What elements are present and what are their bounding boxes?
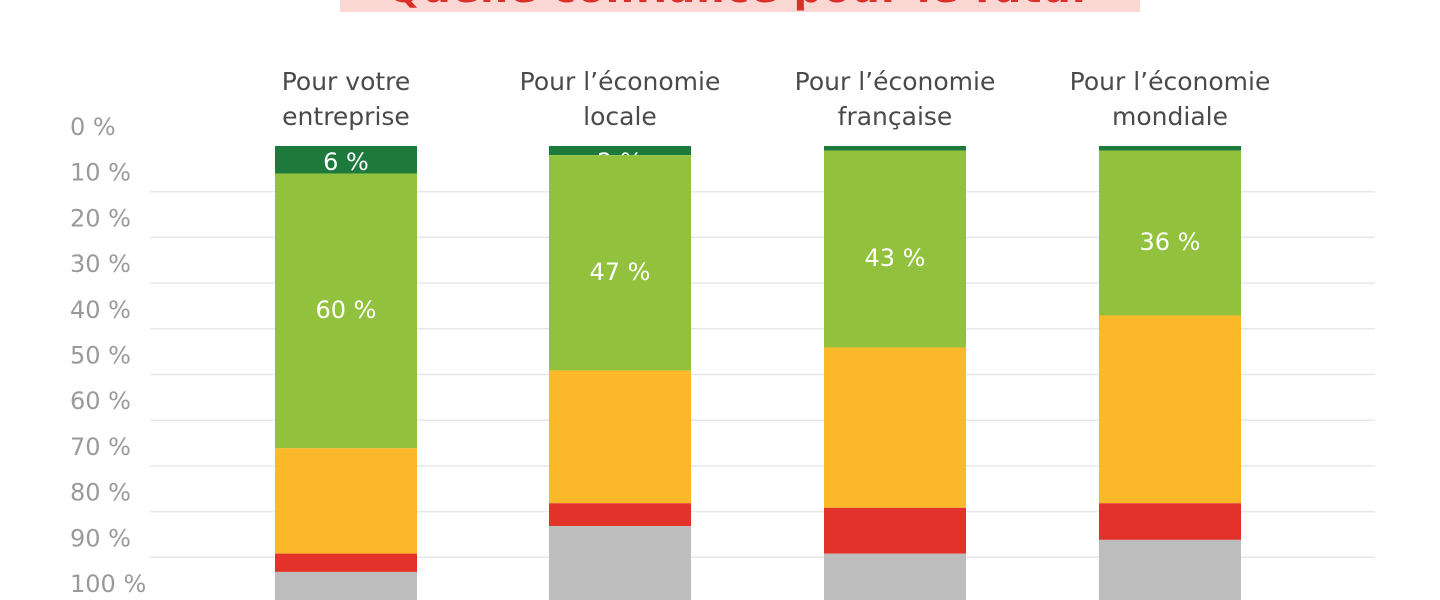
data-label: 6 % — [323, 148, 369, 176]
category-label: française — [838, 102, 953, 131]
bar-segment — [824, 507, 966, 554]
bar-segment — [1099, 503, 1241, 540]
title-banner: Quelle confiance pour le futur — [340, 0, 1140, 12]
bar-segment — [824, 146, 966, 151]
data-label: 60 % — [316, 296, 377, 324]
bar-segment — [824, 347, 966, 508]
bar-segment — [275, 553, 417, 572]
y-tick-label: 50 % — [70, 342, 131, 370]
y-tick-label: 90 % — [70, 524, 131, 552]
bar-segment — [275, 571, 417, 600]
data-label: 36 % — [1140, 228, 1201, 256]
y-tick-label: 70 % — [70, 433, 131, 461]
bar-segment — [275, 448, 417, 554]
bar-segment — [824, 553, 966, 600]
bar-segment — [549, 146, 691, 156]
y-tick-label: 80 % — [70, 479, 131, 507]
bar-segment — [549, 503, 691, 527]
category-label: Pour l’économie — [520, 67, 721, 96]
bar-segment — [275, 146, 417, 174]
y-tick-label: 60 % — [70, 387, 131, 415]
category-label: Pour l’économie — [1070, 67, 1271, 96]
bar-segment — [1099, 539, 1241, 600]
y-tick-label: 0 % — [70, 113, 116, 141]
y-tick-label: 30 % — [70, 250, 131, 278]
category-label: mondiale — [1112, 102, 1228, 131]
category-label: Pour l’économie — [795, 67, 996, 96]
y-tick-label: 10 % — [70, 159, 131, 187]
bar-segment — [549, 526, 691, 600]
bar-segment — [1099, 150, 1241, 316]
data-label: 43 % — [865, 244, 926, 272]
y-tick-label: 40 % — [70, 296, 131, 324]
bar-segment — [549, 370, 691, 504]
category-label: locale — [583, 102, 657, 131]
y-tick-label: 100 % — [70, 570, 146, 598]
bar-segment — [1099, 146, 1241, 151]
y-tick-label: 20 % — [70, 204, 131, 232]
bar-segment — [275, 173, 417, 449]
bar-segment — [824, 150, 966, 348]
bar-segment — [1099, 315, 1241, 504]
chart-title: Quelle confiance pour le futur — [340, 0, 1140, 12]
bar-segment — [549, 155, 691, 371]
category-label: Pour votre — [282, 67, 411, 96]
category-label: entreprise — [282, 102, 410, 131]
data-label: 47 % — [590, 258, 651, 286]
